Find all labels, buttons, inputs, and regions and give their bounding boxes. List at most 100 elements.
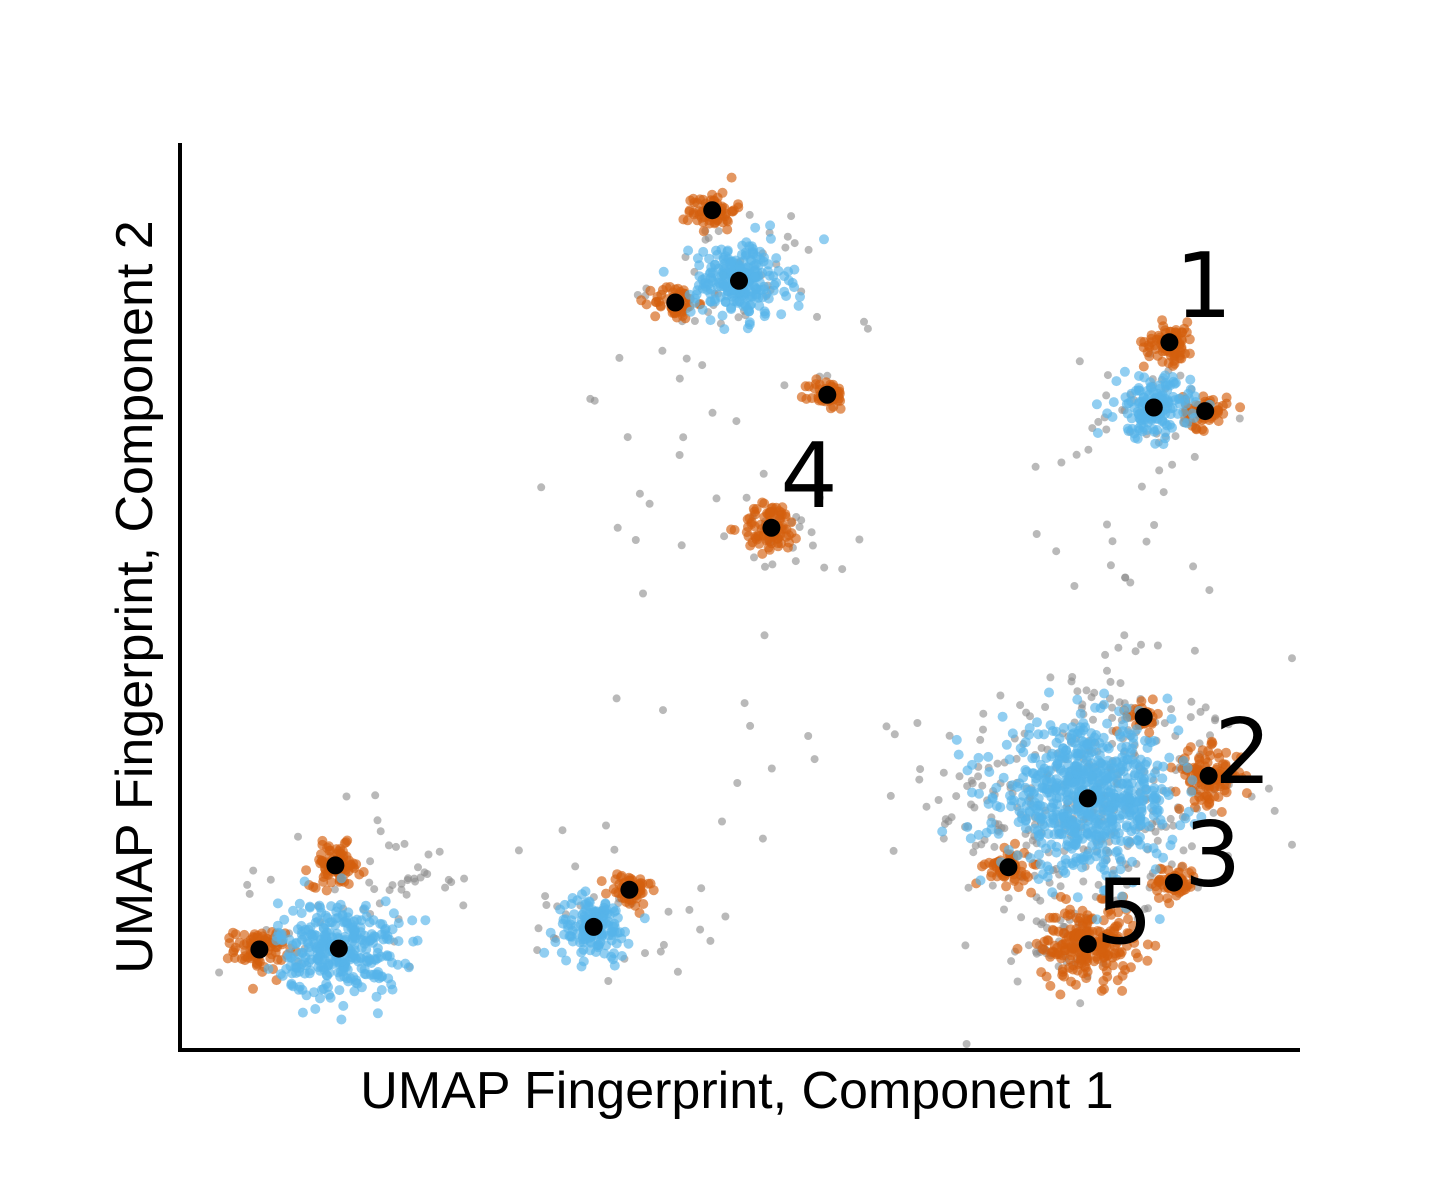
background-point [1070,582,1079,590]
background-point [444,875,453,884]
background-point [760,631,769,640]
background-point [706,936,715,945]
background-point [604,977,613,985]
background-point [813,312,821,321]
blue-cluster-point [1182,762,1193,773]
orange-cluster-point [650,311,661,322]
blue-cluster-point [1072,694,1083,705]
orange-cluster-point [1162,893,1173,904]
background-point [1142,537,1151,546]
blue-cluster-point [558,914,569,925]
background-point [969,848,978,857]
blue-cluster-point [729,262,740,273]
background-point [1075,357,1084,366]
orange-cluster-point [1026,887,1037,898]
blue-cluster-point [1070,838,1081,849]
blue-cluster-point [1108,397,1119,408]
orange-cluster-point [745,540,756,551]
orange-cluster-point [252,957,263,968]
background-point [534,924,543,933]
orange-cluster-point [1077,905,1088,916]
blue-cluster-point [578,944,589,955]
blue-cluster-point [601,918,611,929]
blue-cluster-point [407,915,418,926]
blue-cluster-point [412,935,423,946]
background-point [1073,687,1082,696]
blue-cluster-point [953,749,964,760]
background-point [734,313,743,322]
background-point [746,721,755,730]
blue-cluster-point [743,304,753,315]
blue-cluster-point [279,914,290,925]
background-point [712,494,721,503]
background-point [1224,720,1233,729]
blue-cluster-point [314,900,325,911]
blue-cluster-point [1078,718,1089,729]
blue-cluster-point [1046,839,1057,850]
background-point [704,233,713,242]
background-point [1176,371,1185,380]
orange-cluster-point [224,933,235,943]
blue-cluster-point [1157,773,1168,784]
centroid-marker [329,939,348,958]
blue-cluster-point [749,272,760,283]
orange-cluster-point [1154,874,1165,885]
orange-cluster-point [1101,958,1112,969]
blue-cluster-point [1135,754,1146,765]
blue-cluster-point [967,759,978,770]
blue-cluster-point [1013,817,1024,828]
blue-cluster-point [705,315,716,326]
background-point [392,842,400,851]
orange-cluster-point [1131,948,1141,959]
blue-cluster-point [285,952,296,963]
orange-cluster-point [337,846,348,857]
background-point [939,834,948,843]
blue-cluster-point [312,949,323,960]
background-point [1108,703,1117,712]
background-point [1087,693,1096,702]
blue-cluster-point [983,798,994,809]
blue-cluster-point [1055,765,1066,776]
background-point [732,417,741,426]
blue-cluster-point [771,253,782,264]
blue-cluster-point [1099,688,1110,699]
background-point [366,857,375,866]
blue-cluster-point [1185,384,1196,395]
blue-cluster-point [1102,846,1112,857]
background-point [1153,836,1162,845]
background-point [1186,713,1195,722]
orange-cluster-point [1142,955,1153,966]
blue-cluster-point [623,938,634,949]
orange-cluster-point [722,224,733,235]
background-point [342,792,351,801]
blue-cluster-point [1086,758,1097,769]
orange-cluster-point [765,536,776,547]
blue-cluster-point [349,986,360,997]
background-point [1052,547,1061,556]
blue-cluster-point [1032,717,1042,728]
centroid-marker [730,271,748,290]
blue-cluster-point [1136,419,1147,430]
blue-cluster-point [288,981,299,992]
background-point [967,800,975,809]
orange-cluster-point [786,517,797,528]
orange-cluster-point [1157,315,1168,326]
background-point [1121,573,1130,582]
background-point [1169,821,1178,830]
orange-cluster-point [1231,751,1242,762]
background-point [659,706,667,715]
background-point [215,968,224,977]
background-point [955,772,964,781]
orange-cluster-point [624,898,635,909]
background-point [1102,425,1111,434]
centroid-marker [666,293,685,312]
blue-cluster-point [1012,850,1023,861]
background-point [780,381,789,390]
orange-cluster-point [1167,360,1178,371]
blue-cluster-point [1020,823,1031,834]
blue-cluster-point [951,734,962,745]
background-point [1056,882,1065,891]
orange-cluster-point [1241,788,1252,799]
